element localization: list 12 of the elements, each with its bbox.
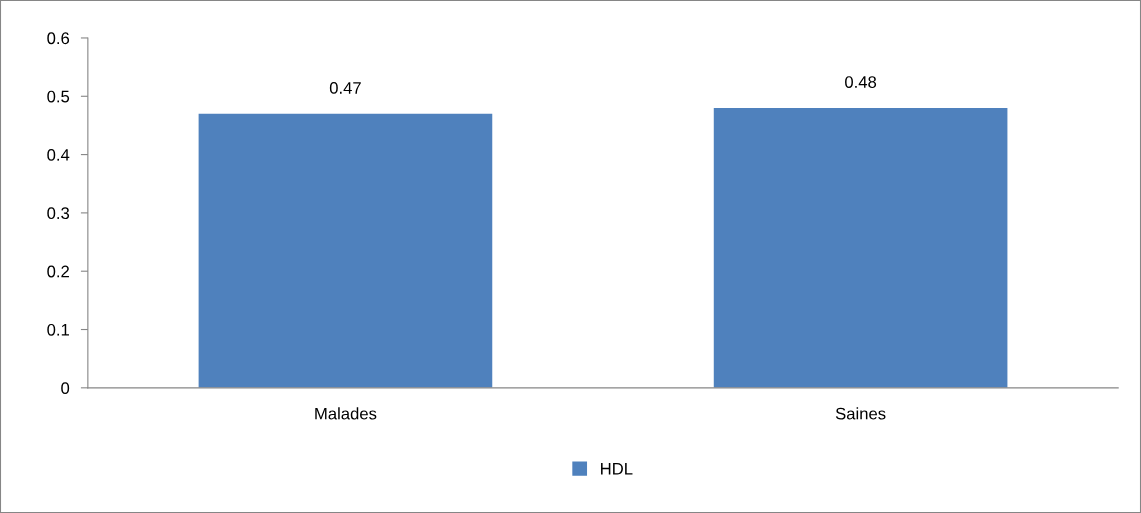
x-tick-label: Malades: [315, 407, 377, 420]
y-tick-label: 0.3: [47, 207, 70, 220]
legend-label: HDL: [601, 463, 633, 475]
y-tick-label: 0.6: [47, 32, 70, 45]
data-label: 0.48: [845, 76, 877, 88]
y-tick-label: 0.4: [47, 148, 70, 161]
data-label: 0.47: [329, 82, 361, 94]
y-tick-label: 0.1: [47, 323, 69, 336]
y-tick-label: 0.5: [47, 90, 70, 103]
x-tick-label: Saines: [835, 407, 886, 420]
y-tick-label: 0.2: [47, 265, 69, 278]
y-tick-label: 0: [61, 382, 70, 395]
